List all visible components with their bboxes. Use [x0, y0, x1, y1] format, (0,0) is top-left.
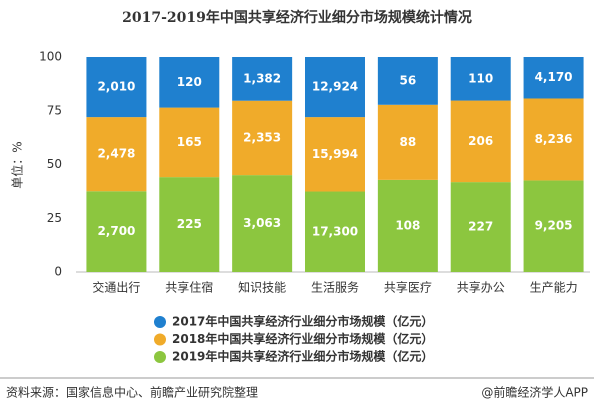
bar-segment	[305, 117, 365, 192]
x-tick-label: 共享办公	[457, 280, 505, 295]
value-label: 3,063	[243, 216, 281, 230]
x-tick-label: 知识技能	[238, 281, 286, 295]
y-tick-label: 100	[39, 50, 62, 64]
bar-segment	[159, 177, 220, 272]
bar-segment	[523, 98, 584, 181]
y-tick-label: 0	[54, 265, 62, 279]
value-label: 120	[177, 75, 202, 89]
bar-segment	[305, 191, 365, 272]
value-label: 227	[468, 220, 493, 234]
legend-marker	[154, 333, 166, 346]
y-tick-label: 25	[47, 211, 62, 225]
x-tick-label: 交通出行	[92, 280, 140, 295]
x-tick-label: 共享医疗	[384, 280, 432, 295]
x-tick-label: 生产能力	[530, 281, 578, 295]
bar-segment	[523, 180, 584, 272]
legend-marker	[154, 316, 166, 328]
value-label: 15,994	[312, 147, 358, 161]
bar-segment	[232, 100, 293, 176]
legend-marker	[154, 351, 166, 363]
value-label: 88	[400, 135, 417, 149]
value-label: 2,010	[97, 80, 135, 94]
bar-segment	[377, 57, 438, 105]
value-label: 165	[177, 135, 202, 149]
bar-segment	[450, 57, 511, 101]
value-label: 225	[177, 217, 202, 231]
value-label: 17,300	[312, 224, 358, 238]
bar-segment	[305, 57, 365, 118]
y-tick-label: 50	[47, 157, 62, 171]
value-label: 110	[468, 71, 493, 85]
y-axis-label: 单位：%	[10, 141, 25, 188]
legend-label: 2017年中国共享经济行业细分市场规模（亿元）	[172, 314, 433, 329]
bar-segment	[86, 117, 147, 192]
value-label: 2,353	[243, 130, 281, 144]
x-tick-label: 共享住宿	[165, 280, 213, 295]
bar-segment	[159, 107, 220, 178]
credit: @前瞻经济学人APP	[481, 385, 588, 400]
bar-segment	[232, 175, 293, 272]
legend-label: 2018年中国共享经济行业细分市场规模（亿元）	[172, 331, 433, 346]
bar-segment	[523, 57, 584, 99]
bar-segment	[450, 100, 511, 183]
bar-segment	[232, 57, 293, 101]
bar-segment	[377, 179, 438, 272]
legend-label: 2019年中国共享经济行业细分市场规模（亿元）	[172, 349, 433, 364]
chart-title: 2017-2019年中国共享经济行业细分市场规模统计情况	[122, 9, 472, 26]
value-label: 2,700	[97, 224, 135, 238]
value-label: 56	[400, 73, 417, 87]
bar-segment	[86, 57, 147, 118]
bar-segment	[450, 182, 511, 272]
value-label: 206	[468, 134, 493, 148]
x-tick-label: 生活服务	[311, 280, 359, 295]
value-label: 108	[395, 218, 420, 232]
bar-segment	[86, 191, 147, 272]
value-label: 12,924	[312, 80, 358, 94]
source: 资料来源：国家信息中心、前瞻产业研究院整理	[6, 385, 258, 400]
y-tick-label: 75	[47, 103, 62, 117]
value-label: 2,478	[97, 147, 135, 161]
bar-segment	[377, 104, 438, 180]
value-label: 9,205	[535, 219, 573, 233]
value-label: 8,236	[535, 132, 573, 146]
value-label: 4,170	[535, 70, 573, 84]
value-label: 1,382	[243, 71, 281, 85]
bar-segment	[159, 57, 220, 108]
